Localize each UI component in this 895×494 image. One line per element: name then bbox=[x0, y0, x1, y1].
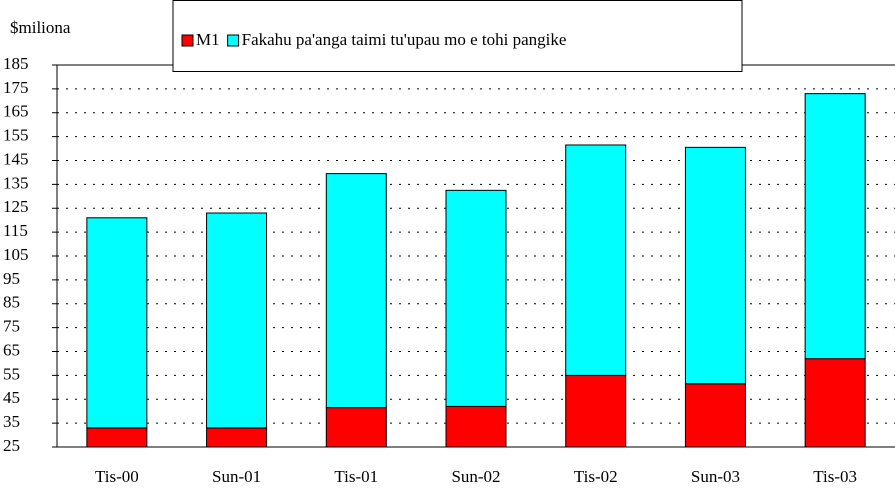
y-tick-label: 155 bbox=[3, 126, 29, 145]
bar-segment bbox=[86, 217, 148, 429]
bar-segment bbox=[565, 144, 627, 376]
bar-segment bbox=[565, 374, 627, 447]
legend-swatch bbox=[227, 34, 240, 47]
bar-segment bbox=[325, 407, 387, 447]
y-tick-label: 165 bbox=[3, 102, 29, 121]
bar-segment bbox=[684, 146, 746, 385]
y-tick-label: 125 bbox=[3, 197, 29, 216]
y-tick-label: 25 bbox=[3, 436, 20, 455]
legend: M1 Fakahu pa'anga taimi tu'upau mo e tohi… bbox=[172, 0, 743, 72]
x-tick-label: Sun-01 bbox=[212, 467, 261, 486]
x-tick-label: Sun-03 bbox=[691, 467, 740, 486]
y-tick-label: 175 bbox=[3, 78, 29, 97]
y-tick-label: 105 bbox=[3, 245, 29, 264]
x-tick-label: Tis-02 bbox=[574, 467, 618, 486]
y-tick-label: 45 bbox=[3, 388, 20, 407]
x-tick-label: Tis-03 bbox=[813, 467, 857, 486]
bar-segment bbox=[445, 189, 507, 407]
bar-segment bbox=[206, 212, 268, 429]
y-axis-label: $miliona bbox=[10, 18, 71, 37]
y-tick-label: 135 bbox=[3, 173, 29, 192]
y-tick-label: 145 bbox=[3, 149, 29, 168]
y-tick-label: 55 bbox=[3, 364, 20, 383]
x-tick-label: Sun-02 bbox=[451, 467, 500, 486]
x-tick-label: Tis-01 bbox=[334, 467, 378, 486]
x-tick-label: Tis-00 bbox=[95, 467, 139, 486]
bar-segment bbox=[684, 383, 746, 447]
y-tick-label: 115 bbox=[3, 221, 28, 240]
y-tick-label: 185 bbox=[3, 54, 29, 73]
y-tick-label: 95 bbox=[3, 269, 20, 288]
y-tick-label: 65 bbox=[3, 340, 20, 359]
legend-label: M1 bbox=[196, 30, 220, 49]
bar-segment bbox=[325, 173, 387, 409]
y-tick-label: 75 bbox=[3, 317, 20, 336]
bar-segment bbox=[86, 427, 148, 447]
legend-box bbox=[172, 0, 743, 72]
legend-swatch bbox=[181, 34, 194, 47]
legend-label: Fakahu pa'anga taimi tu'upau mo e tohi p… bbox=[242, 30, 567, 49]
bar-segment bbox=[804, 358, 866, 447]
y-tick-label: 85 bbox=[3, 293, 20, 312]
bar-segment bbox=[206, 427, 268, 447]
bar-segment bbox=[804, 93, 866, 360]
bar-segment bbox=[445, 405, 507, 447]
y-tick-label: 35 bbox=[3, 412, 20, 431]
